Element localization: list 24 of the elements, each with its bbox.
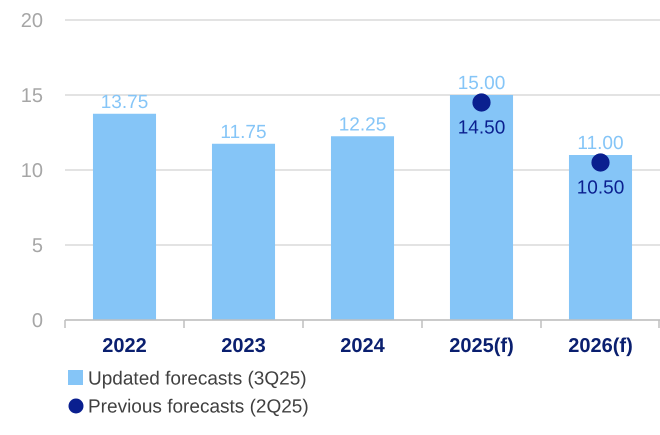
data-label: 12.25 — [338, 114, 386, 136]
data-label: 10.50 — [576, 178, 624, 198]
bar — [450, 95, 514, 320]
x-tick-label: 2026(f) — [568, 335, 633, 357]
x-tick-label: 2023 — [221, 335, 266, 357]
bar — [568, 155, 632, 320]
x-tick-label: 2022 — [102, 335, 147, 357]
y-tick-label: 20 — [20, 10, 43, 32]
data-label: 11.75 — [220, 122, 267, 143]
data-label: 14.50 — [458, 118, 506, 138]
y-tick-label: 0 — [32, 310, 43, 332]
data-label: 15.00 — [458, 73, 506, 94]
data-label: 13.75 — [100, 92, 148, 113]
bar — [330, 136, 394, 320]
y-tick-label: 10 — [20, 160, 43, 182]
y-tick-label: 15 — [20, 85, 43, 107]
legend-label: Updated forecasts (3Q25) — [88, 368, 307, 390]
legend-label: Previous forecasts (2Q25) — [88, 396, 309, 418]
x-tick-label: 2024 — [340, 335, 386, 357]
y-tick-label: 5 — [32, 235, 43, 257]
data-label: 11.00 — [577, 133, 624, 154]
x-tick-label: 2025(f) — [449, 335, 514, 357]
bar — [212, 144, 276, 320]
bar — [92, 114, 156, 320]
